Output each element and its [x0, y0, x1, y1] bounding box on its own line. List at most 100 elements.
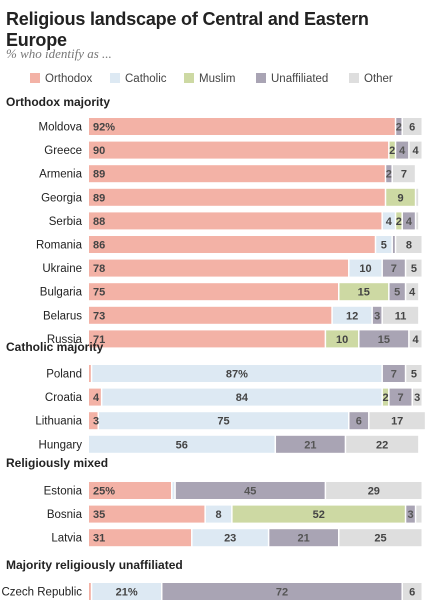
bar-segment-unaffiliated: [175, 482, 325, 499]
data-label: 4: [413, 334, 420, 346]
bar-segment-unaffiliated: [396, 118, 402, 135]
legend-label-muslim: Muslim: [199, 73, 236, 85]
bar-segment-unaffiliated: [386, 165, 392, 183]
data-label: 3: [407, 509, 413, 521]
bar-segment-catholic: [99, 412, 349, 430]
data-label: 87%: [226, 369, 248, 381]
data-label: 88: [93, 216, 105, 228]
bar-segment-orthodox: [89, 259, 349, 277]
country-label: Hungary: [39, 439, 83, 451]
data-label: 6: [356, 416, 362, 428]
bar-segment-unaffiliated: [406, 505, 415, 523]
bar-segment-other: [326, 482, 422, 499]
bar-segment-orthodox: [89, 165, 385, 183]
country-label: Georgia: [41, 192, 83, 204]
data-label: 12: [346, 310, 358, 322]
legend-label-orthodox: Orthodox: [45, 73, 93, 85]
bar-segment-other: [416, 188, 419, 206]
country-label: Bosnia: [47, 509, 83, 521]
bar-segment-unaffiliated: [372, 306, 382, 324]
legend-swatch-catholic: [110, 73, 120, 83]
bar-segment-other: [392, 165, 415, 183]
data-label: 17: [391, 416, 403, 428]
data-label: 10: [336, 334, 348, 346]
data-label: 8: [215, 509, 221, 521]
data-label: 3: [93, 416, 99, 428]
data-label: 86: [93, 240, 105, 252]
bar-segment-orthodox: [89, 141, 389, 159]
bar-segment-muslim: [386, 188, 415, 206]
data-label: 56: [176, 439, 188, 451]
data-label: 92%: [93, 122, 115, 134]
bar-segment-orthodox: [89, 412, 98, 430]
bar-segment-catholic: [192, 529, 268, 547]
country-label: Armenia: [39, 169, 82, 181]
group-title: Religiously mixed: [6, 456, 108, 470]
data-label: 90: [93, 145, 105, 157]
bar-segment-other: [369, 412, 425, 430]
bar-segment-catholic: [89, 435, 275, 453]
data-label: 25: [374, 533, 386, 545]
data-label: 75: [217, 416, 229, 428]
data-label: 5: [411, 369, 417, 381]
data-label: 78: [93, 263, 105, 275]
data-label: 25%: [93, 486, 115, 498]
bar-segment-orthodox: [89, 212, 382, 230]
bar-segment-unaffiliated: [382, 259, 405, 277]
data-label: 5: [381, 240, 387, 252]
data-label: 5: [411, 263, 417, 275]
data-label: 3: [414, 392, 420, 404]
legend-label-unaffiliated: Unaffiliated: [271, 73, 329, 85]
bar-segment-other: [396, 236, 422, 253]
country-label: Ukraine: [42, 263, 82, 275]
legend-swatch-other: [349, 73, 359, 83]
bar-segment-muslim: [396, 212, 402, 230]
data-label: 5: [394, 287, 400, 299]
bar-segment-muslim: [389, 141, 395, 159]
bar-segment-other: [406, 365, 422, 382]
data-label: 4: [406, 216, 413, 228]
bar-segment-unaffiliated: [162, 583, 402, 600]
bar-segment-other: [402, 583, 422, 600]
bar-segment-unaffiliated: [389, 388, 412, 406]
data-label: 31: [93, 533, 105, 545]
data-label: 2: [396, 122, 402, 134]
legend-item-unaffiliated: Unaffiliated: [256, 73, 328, 85]
bar-segment-catholic: [102, 388, 382, 406]
country-label: Estonia: [44, 486, 83, 498]
bar-segment-muslim: [382, 388, 389, 406]
data-label: 8: [406, 240, 412, 252]
data-label: 15: [358, 287, 370, 299]
country-label: Serbia: [49, 216, 83, 228]
data-label: 2: [396, 216, 402, 228]
data-label: 29: [368, 486, 380, 498]
bar-segment-catholic: [92, 583, 161, 600]
bar-segment-other: [346, 435, 419, 453]
legend-item-muslim: Muslim: [184, 73, 235, 85]
bar-segment-unaffiliated: [402, 212, 415, 230]
bar-segment-unaffiliated: [396, 141, 409, 159]
bar-segment-unaffiliated: [269, 529, 338, 547]
bar-segment-unaffiliated: [359, 330, 409, 348]
data-label: 4: [399, 145, 406, 157]
data-label: 21%: [116, 587, 138, 599]
data-label: 84: [236, 392, 249, 404]
data-label: 11: [395, 310, 407, 322]
bar-segment-unaffiliated: [389, 283, 405, 301]
bar-segment-catholic: [205, 505, 232, 523]
bar-segment-orthodox: [89, 188, 385, 206]
country-label: Poland: [46, 369, 82, 381]
data-label: 4: [413, 145, 420, 157]
bar-segment-orthodox: [89, 388, 101, 406]
legend-item-orthodox: Orthodox: [30, 73, 92, 85]
bar-segment-unaffiliated: [349, 412, 369, 430]
bar-segment-orthodox: [89, 236, 375, 253]
data-label: 15: [378, 334, 390, 346]
bar-segment-orthodox: [89, 306, 332, 324]
data-label: 7: [391, 369, 397, 381]
data-label: 7: [391, 263, 397, 275]
bar-segment-orthodox: [89, 583, 91, 600]
bar-segment-other: [416, 505, 422, 523]
bar-segment-orthodox: [89, 283, 338, 301]
